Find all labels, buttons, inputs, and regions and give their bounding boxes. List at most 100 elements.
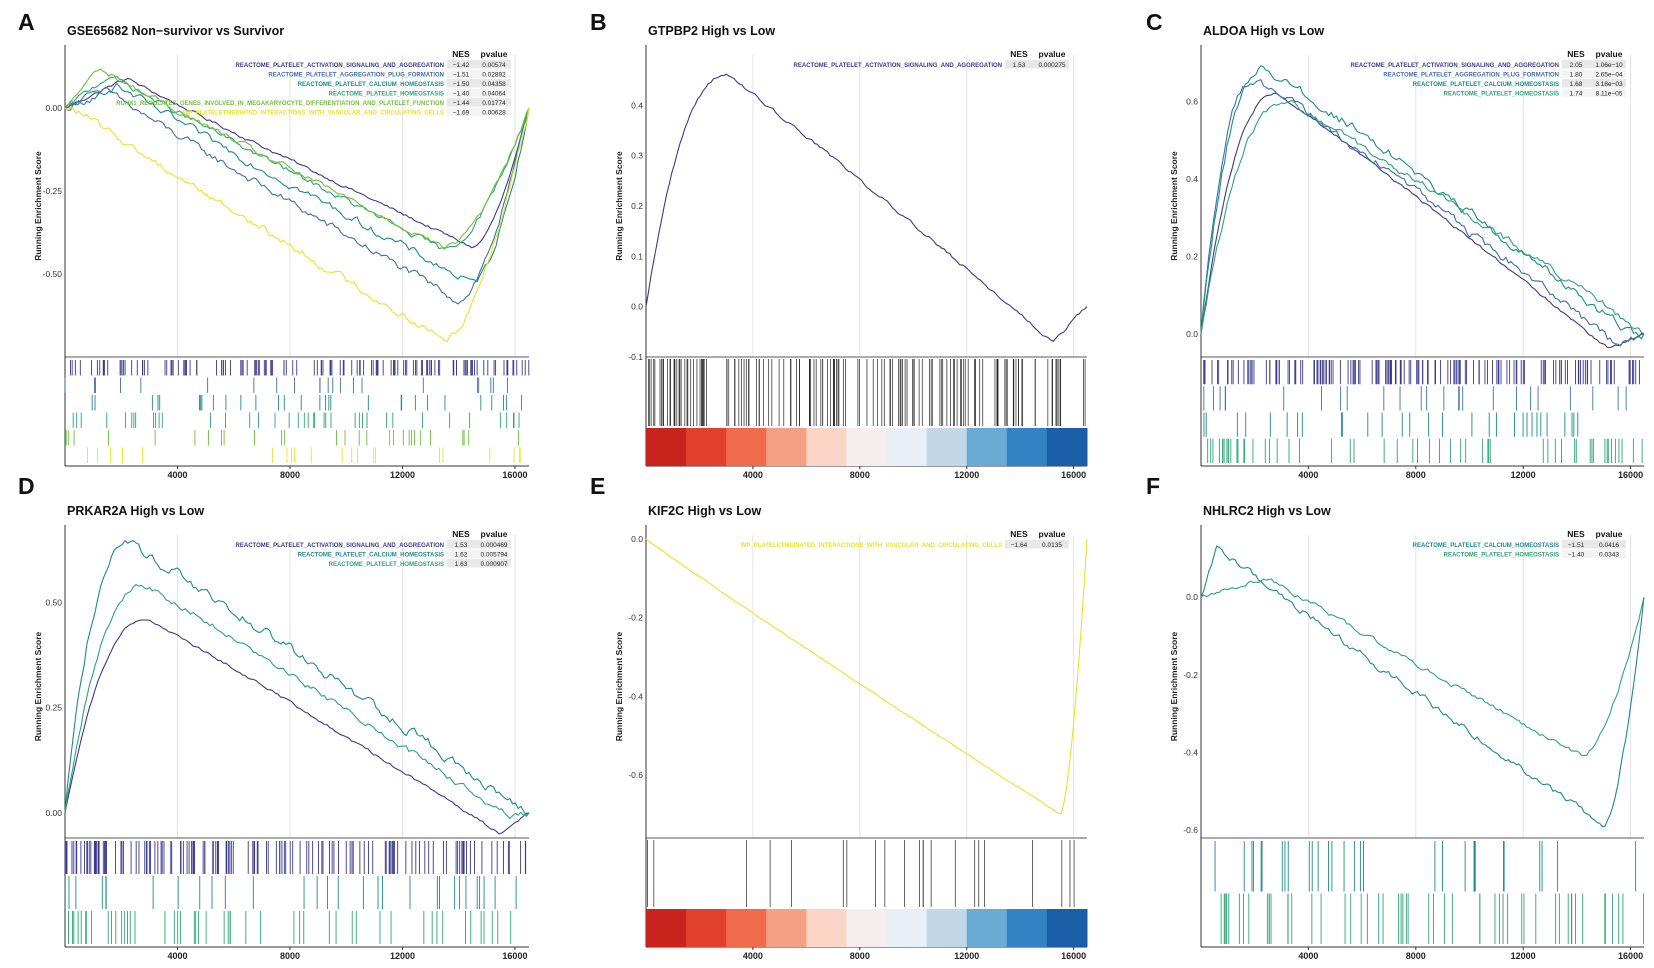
es-curve-3 — [64, 583, 530, 820]
table-row-bg — [447, 549, 511, 558]
es-curve-2 — [1200, 79, 1645, 347]
es-curve-1 — [64, 77, 530, 249]
pvalue-header: pvalue — [481, 49, 508, 59]
x-tick-label: 4000 — [167, 951, 187, 961]
es-curve-2 — [64, 86, 530, 305]
pvalue-header: pvalue — [1039, 49, 1066, 59]
y-tick-label: 0.6 — [1186, 96, 1198, 106]
pvalue-value: 1.06e−10 — [1595, 62, 1623, 69]
rank-heat-cell — [646, 428, 687, 466]
x-tick-label: 12000 — [1511, 951, 1536, 961]
y-tick-label: 0.4 — [631, 100, 643, 110]
es-curve-4 — [1200, 100, 1645, 335]
y-tick-label: 0.4 — [1186, 174, 1198, 184]
x-tick-label: 12000 — [390, 470, 415, 480]
nes-header: NES — [1010, 49, 1028, 59]
es-curve-2 — [64, 539, 530, 818]
pvalue-value: 0.000469 — [480, 542, 507, 549]
panel-title: ALDOA High vs Low — [1203, 24, 1324, 38]
rank-heat-cell — [646, 909, 687, 947]
pvalue-value: 0.00628 — [482, 110, 506, 117]
panel-title: PRKAR2A High vs Low — [67, 504, 204, 518]
gene-set-name: REACTOME_PLATELET_ACTIVATION_SIGNALING_A… — [236, 543, 444, 549]
x-tick-label: 4000 — [167, 470, 187, 480]
es-curve-1 — [645, 73, 1088, 343]
panel-D: D PRKAR2A High vs Low Running Enrichment S… — [18, 473, 530, 961]
gene-set-name: REACTOME_PLATELET_CALCIUM_HOMEOSTASIS — [298, 82, 444, 88]
y-tick-label: 0.3 — [631, 151, 643, 161]
y-tick-label: 0.0 — [1186, 592, 1198, 602]
table-row-bg — [1562, 79, 1626, 88]
y-tick-label: -0.2 — [1183, 670, 1198, 680]
y-tick-label: 0.00 — [45, 808, 62, 818]
x-tick-label: 16000 — [502, 470, 527, 480]
table-row-bg — [1562, 540, 1626, 549]
y-axis-label: Running Enrichment Score — [1169, 151, 1179, 261]
rank-heat-cell — [1046, 909, 1088, 947]
panel-letter: B — [590, 9, 607, 35]
y-tick-label: -0.4 — [1183, 748, 1198, 758]
pvalue-value: 2.65e−04 — [1595, 72, 1623, 79]
y-axis-label: Running Enrichment Score — [614, 151, 624, 261]
rank-heat-cell — [686, 428, 727, 466]
nes-value: 1.74 — [1570, 91, 1583, 98]
panel-letter: A — [18, 9, 35, 35]
y-tick-label: 0.2 — [631, 201, 643, 211]
x-tick-label: 8000 — [1406, 470, 1426, 480]
panel-title: KIF2C High vs Low — [648, 504, 761, 518]
es-curve-4 — [64, 75, 530, 250]
gene-set-name: REACTOME_PLATELET_CALCIUM_HOMEOSTASIS — [1413, 543, 1559, 549]
es-curve-2 — [1200, 578, 1645, 757]
y-tick-label: -0.4 — [628, 691, 643, 701]
nes-header: NES — [452, 49, 470, 59]
pvalue-value: 0.0135 — [1042, 542, 1062, 549]
pvalue-value: 8.11e−05 — [1596, 91, 1623, 98]
nes-value: −1.44 — [453, 100, 470, 107]
table-row-bg — [1005, 540, 1069, 549]
rank-heat-cell — [966, 428, 1008, 466]
pvalue-value: 0.02892 — [482, 72, 506, 79]
nes-value: −1.64 — [1011, 542, 1028, 549]
table-row-bg — [447, 69, 511, 78]
panel-F: F NHLRC2 High vs Low Running Enrichment Sc… — [1146, 473, 1645, 961]
panel-B: B GTPBP2 High vs Low Running Enrichment Sc… — [590, 9, 1088, 480]
x-tick-label: 16000 — [502, 951, 527, 961]
y-tick-label: 0.0 — [631, 302, 643, 312]
pvalue-value: 0.000907 — [480, 561, 507, 568]
nes-value: −1.42 — [453, 62, 470, 69]
table-row-bg — [1005, 60, 1069, 69]
panel-E: E KIF2C High vs Low Running Enrichment Sco… — [590, 473, 1088, 961]
es-curve-1 — [1200, 545, 1645, 827]
y-tick-label: -0.2 — [628, 613, 643, 623]
x-tick-label: 12000 — [954, 951, 979, 961]
gene-set-name: REACTOME_PLATELET_ACTIVATION_SIGNALING_A… — [794, 63, 1002, 69]
panel-A: A GSE65682 Non−survivor vs Survivor Runnin… — [18, 9, 530, 480]
nes-value: 2.05 — [1570, 62, 1583, 69]
es-curve-3 — [64, 82, 530, 283]
x-tick-label: 16000 — [1618, 951, 1643, 961]
table-row-bg — [447, 88, 511, 97]
y-tick-label: -0.25 — [43, 186, 63, 196]
panel-letter: C — [1146, 9, 1163, 35]
gene-set-name: REACTOME_PLATELET_HOMEOSTASIS — [1444, 553, 1559, 559]
x-tick-label: 12000 — [390, 951, 415, 961]
table-row-bg — [1562, 549, 1626, 558]
pvalue-value: 0.00574 — [482, 62, 506, 69]
nes-header: NES — [1010, 529, 1028, 539]
pvalue-value: 0.0416 — [1599, 542, 1619, 549]
pvalue-header: pvalue — [481, 529, 508, 539]
rank-heat-cell — [886, 909, 928, 947]
gene-set-name: WP_PLATELETMEDIATED_INTERACTIONS_WITH_VA… — [741, 543, 1002, 549]
gene-set-name: RUNX1_REGULATES_GENES_INVOLVED_IN_MEGAKA… — [116, 101, 444, 107]
x-tick-label: 4000 — [1298, 470, 1318, 480]
pvalue-value: 0.04064 — [482, 91, 506, 98]
gene-set-name: REACTOME_PLATELET_CALCIUM_HOMEOSTASIS — [298, 553, 444, 559]
es-curve-3 — [1200, 64, 1645, 340]
table-row-bg — [447, 60, 511, 69]
y-tick-label: 0.0 — [1186, 329, 1198, 339]
rank-heat-cell — [726, 428, 767, 466]
nes-value: 1.80 — [1570, 72, 1583, 79]
panel-title: GTPBP2 High vs Low — [648, 24, 775, 38]
y-axis-label: Running Enrichment Score — [614, 631, 624, 741]
y-axis-label: Running Enrichment Score — [1169, 631, 1179, 741]
